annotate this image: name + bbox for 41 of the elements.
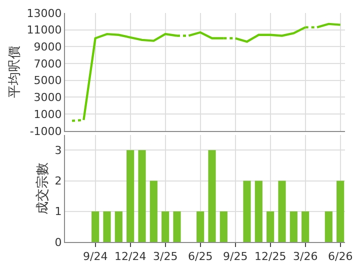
bar: [196, 211, 204, 242]
bar: [220, 211, 228, 242]
x-tick-label: 3/26: [292, 250, 318, 264]
y-tick-label: 13000: [26, 6, 62, 20]
bar: [103, 211, 111, 242]
x-tick-label: 6/25: [188, 250, 213, 264]
bar: [278, 180, 286, 242]
x-tick-label: 9/25: [222, 250, 248, 264]
bar: [126, 150, 134, 242]
bar: [208, 150, 216, 242]
bar: [290, 211, 298, 242]
bar: [150, 180, 158, 242]
y-tick-label: 3000: [34, 91, 62, 104]
bar: [266, 211, 274, 242]
x-tick-label: 12/24: [114, 250, 146, 264]
bar: [114, 211, 122, 242]
x-tick-label: 3/25: [152, 250, 178, 264]
bar: [254, 180, 262, 242]
y-axis-title: 成交宗數: [34, 162, 51, 214]
y-tick-label: 9000: [34, 40, 62, 54]
x-tick-label: 12/25: [254, 250, 286, 264]
y-tick-label: 11000: [26, 24, 62, 37]
y-tick-label: -1000: [30, 124, 62, 138]
y-tick-label: 5000: [34, 74, 62, 88]
bar: [336, 180, 344, 242]
x-tick-label: 6/26: [328, 250, 353, 264]
bar: [173, 211, 181, 242]
x-tick-label: 9/24: [82, 250, 108, 264]
y-tick-label: 0: [54, 236, 62, 249]
bar: [324, 211, 332, 242]
bar: [243, 180, 251, 242]
bar: [162, 211, 170, 242]
bar: [138, 150, 146, 242]
y-tick-label: 1: [54, 205, 62, 218]
bar: [92, 211, 100, 242]
bar: [302, 211, 310, 242]
y-tick-label: 3: [54, 144, 62, 157]
y-tick-label: 2: [54, 174, 62, 188]
y-axis-title: 平均呎價: [8, 46, 23, 98]
y-tick-label: 1000: [34, 108, 62, 121]
y-tick-label: 7000: [34, 57, 62, 70]
